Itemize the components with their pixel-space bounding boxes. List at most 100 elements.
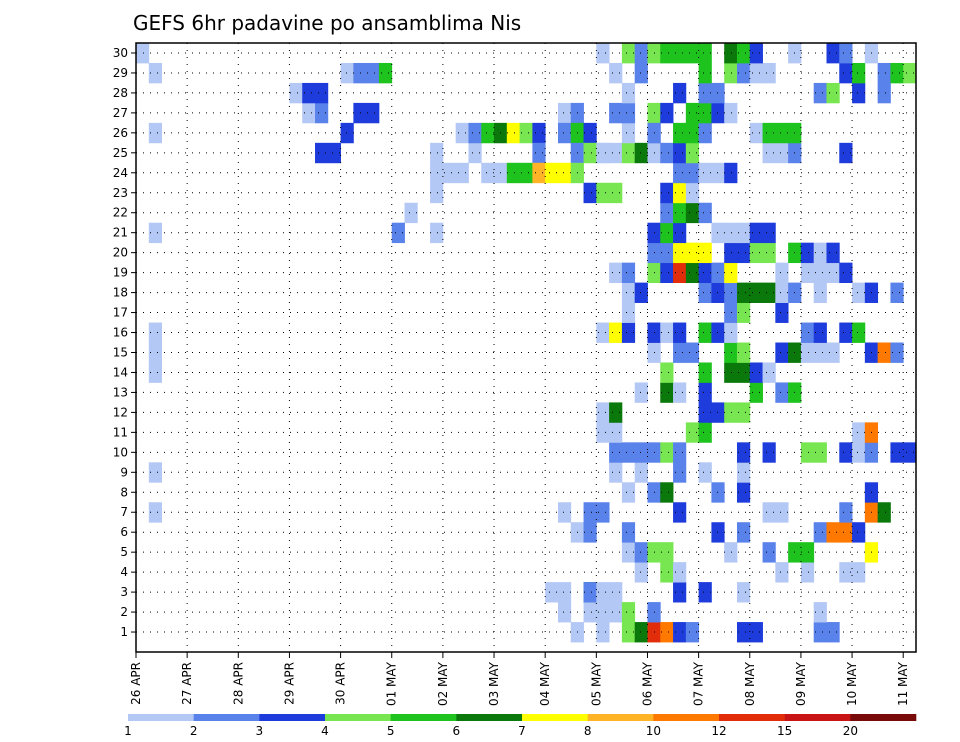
heat-cell <box>621 522 636 543</box>
heat-cell <box>673 342 687 363</box>
heat-cell <box>800 262 815 284</box>
heat-cell <box>711 82 725 104</box>
heat-cell <box>839 43 853 64</box>
heat-cell <box>506 162 521 184</box>
y-tick-label: 29 <box>113 66 128 80</box>
heat-cell <box>839 522 853 543</box>
heat-cell <box>481 162 495 184</box>
colorbar-swatch <box>390 714 457 721</box>
heat-cell <box>583 142 597 164</box>
heat-cell <box>609 442 623 463</box>
y-tick-label: 19 <box>113 266 128 280</box>
heat-cell <box>852 522 866 543</box>
x-tick-label: 30 APR <box>334 662 348 705</box>
heat-cell <box>724 222 738 244</box>
heat-cell <box>826 342 840 363</box>
heat-cell <box>762 62 776 84</box>
heat-cell <box>315 82 329 104</box>
heat-cell <box>724 342 738 363</box>
heat-cell <box>673 622 687 643</box>
heat-cell <box>890 62 904 84</box>
heat-cell <box>698 102 712 124</box>
heat-cell <box>148 222 162 244</box>
y-tick-label: 9 <box>120 465 128 479</box>
heat-cell <box>813 262 827 284</box>
heat-cell <box>545 162 559 184</box>
heat-cell <box>839 322 853 343</box>
heat-cell <box>736 582 751 603</box>
heat-cell <box>621 102 636 124</box>
heat-cell <box>621 262 636 284</box>
heat-cell <box>660 622 674 643</box>
heat-cell <box>660 142 674 164</box>
heat-cell <box>673 582 687 603</box>
heat-cell <box>660 362 674 383</box>
heat-cell <box>685 202 700 224</box>
y-tick-label: 10 <box>113 445 128 459</box>
heat-cell <box>711 102 725 124</box>
heat-cell <box>698 422 712 443</box>
heat-cell <box>724 43 738 64</box>
heat-cell <box>557 122 572 144</box>
heat-cell <box>519 162 533 184</box>
heat-cell <box>762 142 776 164</box>
heat-cell <box>877 82 891 104</box>
heat-cell <box>596 422 610 443</box>
heat-cell <box>813 522 827 543</box>
heat-cell <box>698 262 712 284</box>
heat-cell <box>890 442 904 463</box>
heat-cell <box>660 102 674 124</box>
y-tick-label: 14 <box>113 365 128 379</box>
heat-cell <box>736 222 751 244</box>
heat-cell <box>468 142 482 164</box>
heat-cell <box>660 562 674 583</box>
heat-cell <box>673 122 687 144</box>
heat-cell <box>685 182 700 204</box>
colorbar-label: 12 <box>711 724 726 738</box>
heat-cell <box>698 362 712 383</box>
heat-cell <box>673 162 687 184</box>
heat-cell <box>583 122 597 144</box>
heat-cell <box>736 362 751 383</box>
heat-cell <box>762 362 776 383</box>
colorbar-label: 4 <box>321 724 329 738</box>
heat-cell <box>749 122 763 144</box>
colorbar-swatch <box>719 714 785 721</box>
heat-cell <box>302 102 316 124</box>
heat-cell <box>749 362 763 383</box>
heat-cell <box>736 242 751 264</box>
heat-cell <box>148 322 162 343</box>
heat-cell <box>660 262 674 284</box>
heat-cell <box>724 62 738 84</box>
x-tick-label: 29 APR <box>282 662 296 705</box>
heat-cell <box>775 282 789 303</box>
heat-cell <box>826 522 840 543</box>
heat-cell <box>749 43 763 64</box>
heat-cell <box>775 562 789 583</box>
heat-cell <box>660 222 674 244</box>
heat-cell <box>519 122 533 144</box>
y-tick-label: 11 <box>113 425 128 439</box>
heat-cell <box>673 43 687 64</box>
heat-cell <box>813 342 827 363</box>
heat-cell <box>724 402 738 423</box>
heat-cell <box>557 102 572 124</box>
x-tick-label: 11 MAY <box>896 661 910 706</box>
y-tick-label: 17 <box>113 306 128 320</box>
heat-cell <box>852 442 866 463</box>
heat-cell <box>596 502 610 523</box>
heat-cell <box>877 502 891 523</box>
heat-cell <box>148 342 162 363</box>
heat-cell <box>289 82 303 104</box>
heat-cell <box>685 422 700 443</box>
heat-cell <box>621 302 636 323</box>
heat-cell <box>532 142 546 164</box>
heat-cell <box>826 82 840 104</box>
heat-cell <box>609 582 623 603</box>
heat-cell <box>366 102 380 124</box>
heat-cell <box>736 622 751 643</box>
heat-cell <box>711 522 725 543</box>
heat-cell <box>609 102 623 124</box>
x-tick-label: 10 MAY <box>845 661 859 706</box>
x-tick-label: 05 MAY <box>589 661 603 706</box>
